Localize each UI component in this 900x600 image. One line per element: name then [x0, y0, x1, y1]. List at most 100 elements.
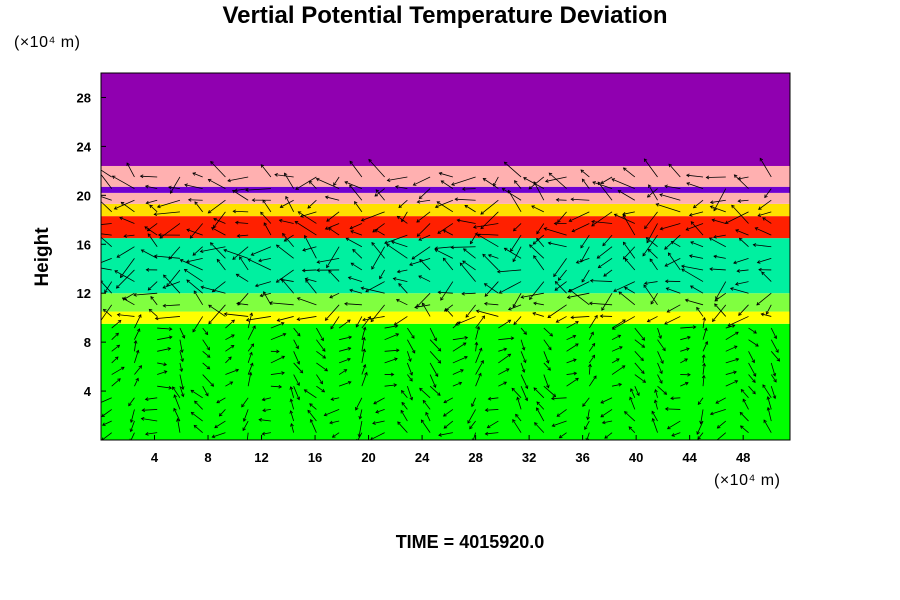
wind-vector-head	[734, 282, 739, 286]
wind-vector	[114, 270, 135, 282]
wind-vector-head	[664, 321, 668, 325]
wind-vector	[762, 217, 772, 224]
wind-vector-head	[145, 267, 150, 272]
wind-vector-head	[259, 293, 264, 298]
wind-vector	[690, 285, 704, 294]
wind-vector-head	[206, 346, 210, 351]
wind-vector-head	[601, 307, 605, 311]
wind-vector	[559, 432, 567, 439]
wind-vector	[648, 249, 658, 259]
wind-vector	[325, 196, 340, 201]
wind-vector	[384, 234, 408, 244]
wind-vector-head	[213, 217, 217, 222]
heatmap-band-2	[101, 293, 790, 312]
wind-vector-head	[591, 223, 595, 227]
wind-vector-head	[636, 392, 640, 397]
wind-vector-head	[589, 278, 594, 283]
wind-vector	[202, 385, 209, 396]
wind-vector-head	[440, 180, 445, 184]
wind-vector-head	[474, 341, 479, 346]
wind-vector	[624, 411, 636, 422]
wind-vector	[179, 386, 184, 397]
wind-vector-head	[688, 212, 693, 217]
wind-vector-head	[344, 301, 348, 306]
wind-vector-head	[117, 319, 122, 324]
wind-vector	[305, 278, 317, 282]
wind-vector	[739, 412, 749, 422]
wind-vector	[630, 388, 636, 398]
wind-vector-head	[207, 210, 212, 214]
wind-vector	[101, 236, 112, 248]
wind-vector	[664, 185, 681, 189]
wind-vector	[232, 246, 249, 260]
wind-vector-head	[181, 335, 186, 339]
wind-vector-head	[507, 307, 512, 311]
wind-vector	[438, 432, 453, 436]
wind-vector	[417, 199, 431, 203]
wind-vector-head	[362, 348, 366, 353]
wind-vector-head	[622, 211, 626, 216]
wind-vector	[409, 257, 431, 266]
wind-vector-head	[469, 425, 473, 430]
wind-vector-head	[250, 343, 255, 348]
wind-vector-head	[350, 262, 355, 267]
wind-vector-head	[119, 216, 123, 221]
wind-vector	[580, 246, 590, 263]
wind-vector	[660, 223, 681, 230]
wind-vector	[354, 201, 363, 213]
y-tick-label: 16	[77, 237, 91, 252]
wind-vector	[245, 188, 271, 191]
wind-vector-head	[101, 422, 106, 426]
wind-vector	[192, 316, 204, 333]
wind-vector-head	[692, 325, 697, 329]
wind-vector-head	[416, 219, 420, 223]
wind-vector-head	[588, 363, 592, 368]
wind-vector-head	[650, 300, 654, 305]
wind-vector	[484, 281, 499, 297]
wind-vector	[429, 327, 437, 341]
wind-vector-head	[324, 317, 329, 321]
heatmap-band-4	[101, 216, 790, 239]
wind-vector	[702, 375, 705, 387]
wind-vector-head	[138, 365, 143, 369]
wind-vector-head	[581, 278, 585, 283]
wind-vector-head	[242, 418, 247, 422]
wind-vector	[520, 374, 528, 389]
wind-vector	[467, 409, 476, 424]
wind-vector	[111, 366, 125, 375]
wind-vector	[443, 397, 454, 403]
wind-vector	[657, 385, 667, 395]
wind-vector-head	[503, 247, 508, 252]
wind-vector	[192, 246, 203, 256]
x-tick-label: 32	[522, 450, 536, 465]
wind-vector	[407, 327, 415, 339]
wind-vector-head	[234, 188, 238, 193]
wind-vector-head	[145, 432, 149, 436]
wind-vector-head	[524, 397, 529, 402]
wind-vector-head	[262, 408, 266, 413]
wind-vector-head	[409, 371, 413, 376]
wind-vector-head	[93, 266, 96, 269]
wind-vector	[332, 432, 340, 438]
wind-vector-head	[461, 291, 465, 296]
wind-vector	[346, 237, 363, 248]
wind-vector	[580, 169, 590, 178]
wind-vector	[237, 234, 249, 237]
wind-vector-head	[285, 195, 289, 200]
wind-vector	[475, 315, 485, 329]
wind-vector-head	[478, 372, 482, 377]
wind-vector-head	[179, 368, 184, 373]
wind-vector	[443, 420, 454, 429]
wind-vector	[419, 387, 431, 399]
wind-vector	[488, 254, 499, 259]
wind-vector	[361, 337, 365, 352]
wind-vector	[186, 257, 203, 263]
wind-vector-head	[235, 368, 240, 373]
wind-vector	[262, 432, 271, 435]
wind-vector-head	[421, 302, 426, 307]
wind-vector	[350, 230, 363, 236]
wind-vector-head	[370, 318, 375, 323]
wind-vector-head	[319, 380, 323, 385]
wind-vector-head	[190, 389, 195, 394]
wind-vector	[702, 363, 705, 375]
